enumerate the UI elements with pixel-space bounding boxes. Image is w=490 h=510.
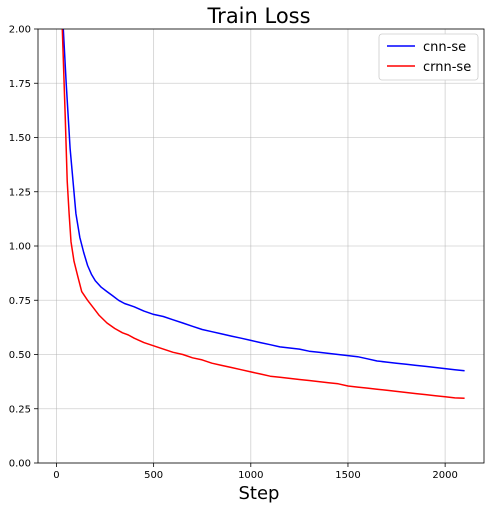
axis-ticks: 0 500 1000 1500 2000 0.00 0.25 0.50 0.75 1.00 1.25… <box>9 25 458 482</box>
legend-label-crnn-se: crnn-se <box>423 60 471 75</box>
y-tick-label: 1.50 <box>9 133 31 144</box>
series-line-cnn-se <box>62 29 465 372</box>
x-tick-label: 1500 <box>335 470 360 481</box>
x-tick-label: 2000 <box>432 470 457 481</box>
y-tick-label: 0.50 <box>9 350 31 361</box>
y-tick-label: 2.00 <box>9 25 31 36</box>
series-lines <box>61 29 465 400</box>
x-tick-label: 0 <box>53 470 59 481</box>
y-tick-label: 1.75 <box>9 79 31 90</box>
legend-label-cnn-se: cnn-se <box>423 40 466 55</box>
y-tick-label: 0.00 <box>9 459 31 470</box>
y-tick-label: 0.75 <box>9 296 31 307</box>
x-tick-label: 500 <box>144 470 163 481</box>
x-axis-label: Step <box>239 483 280 504</box>
chart-title: Train Loss <box>206 4 310 28</box>
x-tick-label: 1000 <box>238 470 263 481</box>
grid <box>38 28 484 464</box>
series-line-crnn-se <box>61 29 465 400</box>
y-tick-label: 1.00 <box>9 242 31 253</box>
y-tick-label: 1.25 <box>9 187 31 198</box>
y-tick-label: 0.25 <box>9 404 31 415</box>
legend: cnn-se crnn-se <box>378 33 479 81</box>
